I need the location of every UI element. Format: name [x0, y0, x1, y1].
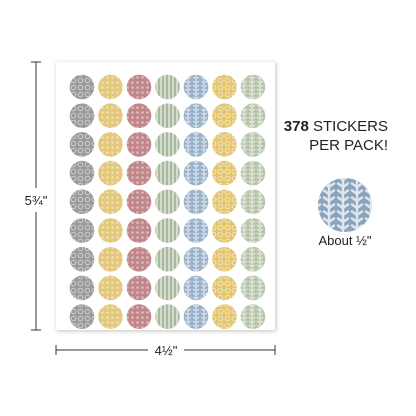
sticker-pattern	[155, 189, 180, 215]
sticker-pattern	[69, 103, 95, 128]
sticker-pattern	[126, 132, 152, 157]
height-label: 5¾"	[25, 193, 48, 208]
sticker-pattern	[69, 74, 95, 100]
sticker-pattern	[183, 132, 209, 157]
sticker-pattern	[240, 74, 266, 100]
sticker-pattern	[212, 74, 237, 100]
height-dimension	[31, 61, 41, 331]
sticker-pattern	[69, 304, 95, 329]
sticker-pattern	[69, 218, 95, 243]
sticker-pattern	[69, 160, 95, 186]
sticker-pattern	[240, 189, 266, 215]
sticker-pattern	[98, 189, 123, 215]
sticker-pattern	[69, 246, 95, 272]
sticker-pattern	[212, 304, 237, 329]
sticker-pattern	[212, 189, 237, 215]
count: 378	[284, 118, 309, 135]
sticker-pattern	[126, 304, 152, 329]
sample-sticker-pattern	[318, 178, 372, 232]
sticker-pattern	[126, 74, 152, 100]
sticker-pattern	[126, 189, 152, 215]
sticker-pattern	[240, 275, 266, 301]
sticker-pattern	[155, 275, 180, 301]
sticker-pattern	[98, 103, 123, 128]
sticker-pattern	[69, 275, 95, 301]
sticker-pattern	[98, 304, 123, 329]
sticker-pattern	[126, 103, 152, 128]
sticker-pattern	[183, 160, 209, 186]
size-label: About ½"	[318, 233, 371, 248]
sticker-pattern	[212, 275, 237, 301]
sticker-pattern	[155, 246, 180, 272]
sticker-pattern	[183, 74, 209, 100]
count-line: 378 STICKERS	[284, 118, 388, 135]
sticker-pattern	[155, 218, 180, 243]
sticker-pattern	[240, 132, 266, 157]
sticker-pattern	[183, 189, 209, 215]
per-pack: PER PACK!	[309, 137, 388, 154]
sticker-pattern	[240, 246, 266, 272]
sticker-pattern	[126, 246, 152, 272]
width-dimension	[55, 345, 276, 355]
sticker-pattern	[183, 304, 209, 329]
sticker-pattern	[98, 275, 123, 301]
sticker-pattern	[240, 304, 266, 329]
sticker-pattern	[126, 218, 152, 243]
sticker-pattern	[155, 74, 180, 100]
sticker-grid	[69, 74, 266, 329]
sticker-pattern	[240, 103, 266, 128]
sticker-pattern	[69, 189, 95, 215]
sticker-pattern	[155, 132, 180, 157]
sticker-pattern	[69, 132, 95, 157]
sticker-pattern	[183, 246, 209, 272]
sticker-pattern	[183, 275, 209, 301]
sticker-pattern	[126, 275, 152, 301]
sticker-pattern	[98, 246, 123, 272]
sticker-pattern	[183, 218, 209, 243]
sticker-pattern	[240, 218, 266, 243]
sticker-pattern	[212, 218, 237, 243]
sticker-pattern	[98, 74, 123, 100]
sticker-pattern	[98, 160, 123, 186]
sticker-pattern	[126, 160, 152, 186]
sticker-pattern	[183, 103, 209, 128]
sticker-pattern	[240, 160, 266, 186]
sticker-pattern	[155, 160, 180, 186]
sticker-pattern	[98, 218, 123, 243]
sticker-pattern	[155, 103, 180, 128]
count-text: STICKERS	[313, 118, 388, 135]
sticker-pattern	[212, 246, 237, 272]
sticker-pattern	[212, 132, 237, 157]
sticker-pattern	[212, 160, 237, 186]
sticker-pattern	[98, 132, 123, 157]
sticker-pattern	[155, 304, 180, 329]
sticker-pattern	[212, 103, 237, 128]
width-label: 4½"	[155, 343, 178, 358]
